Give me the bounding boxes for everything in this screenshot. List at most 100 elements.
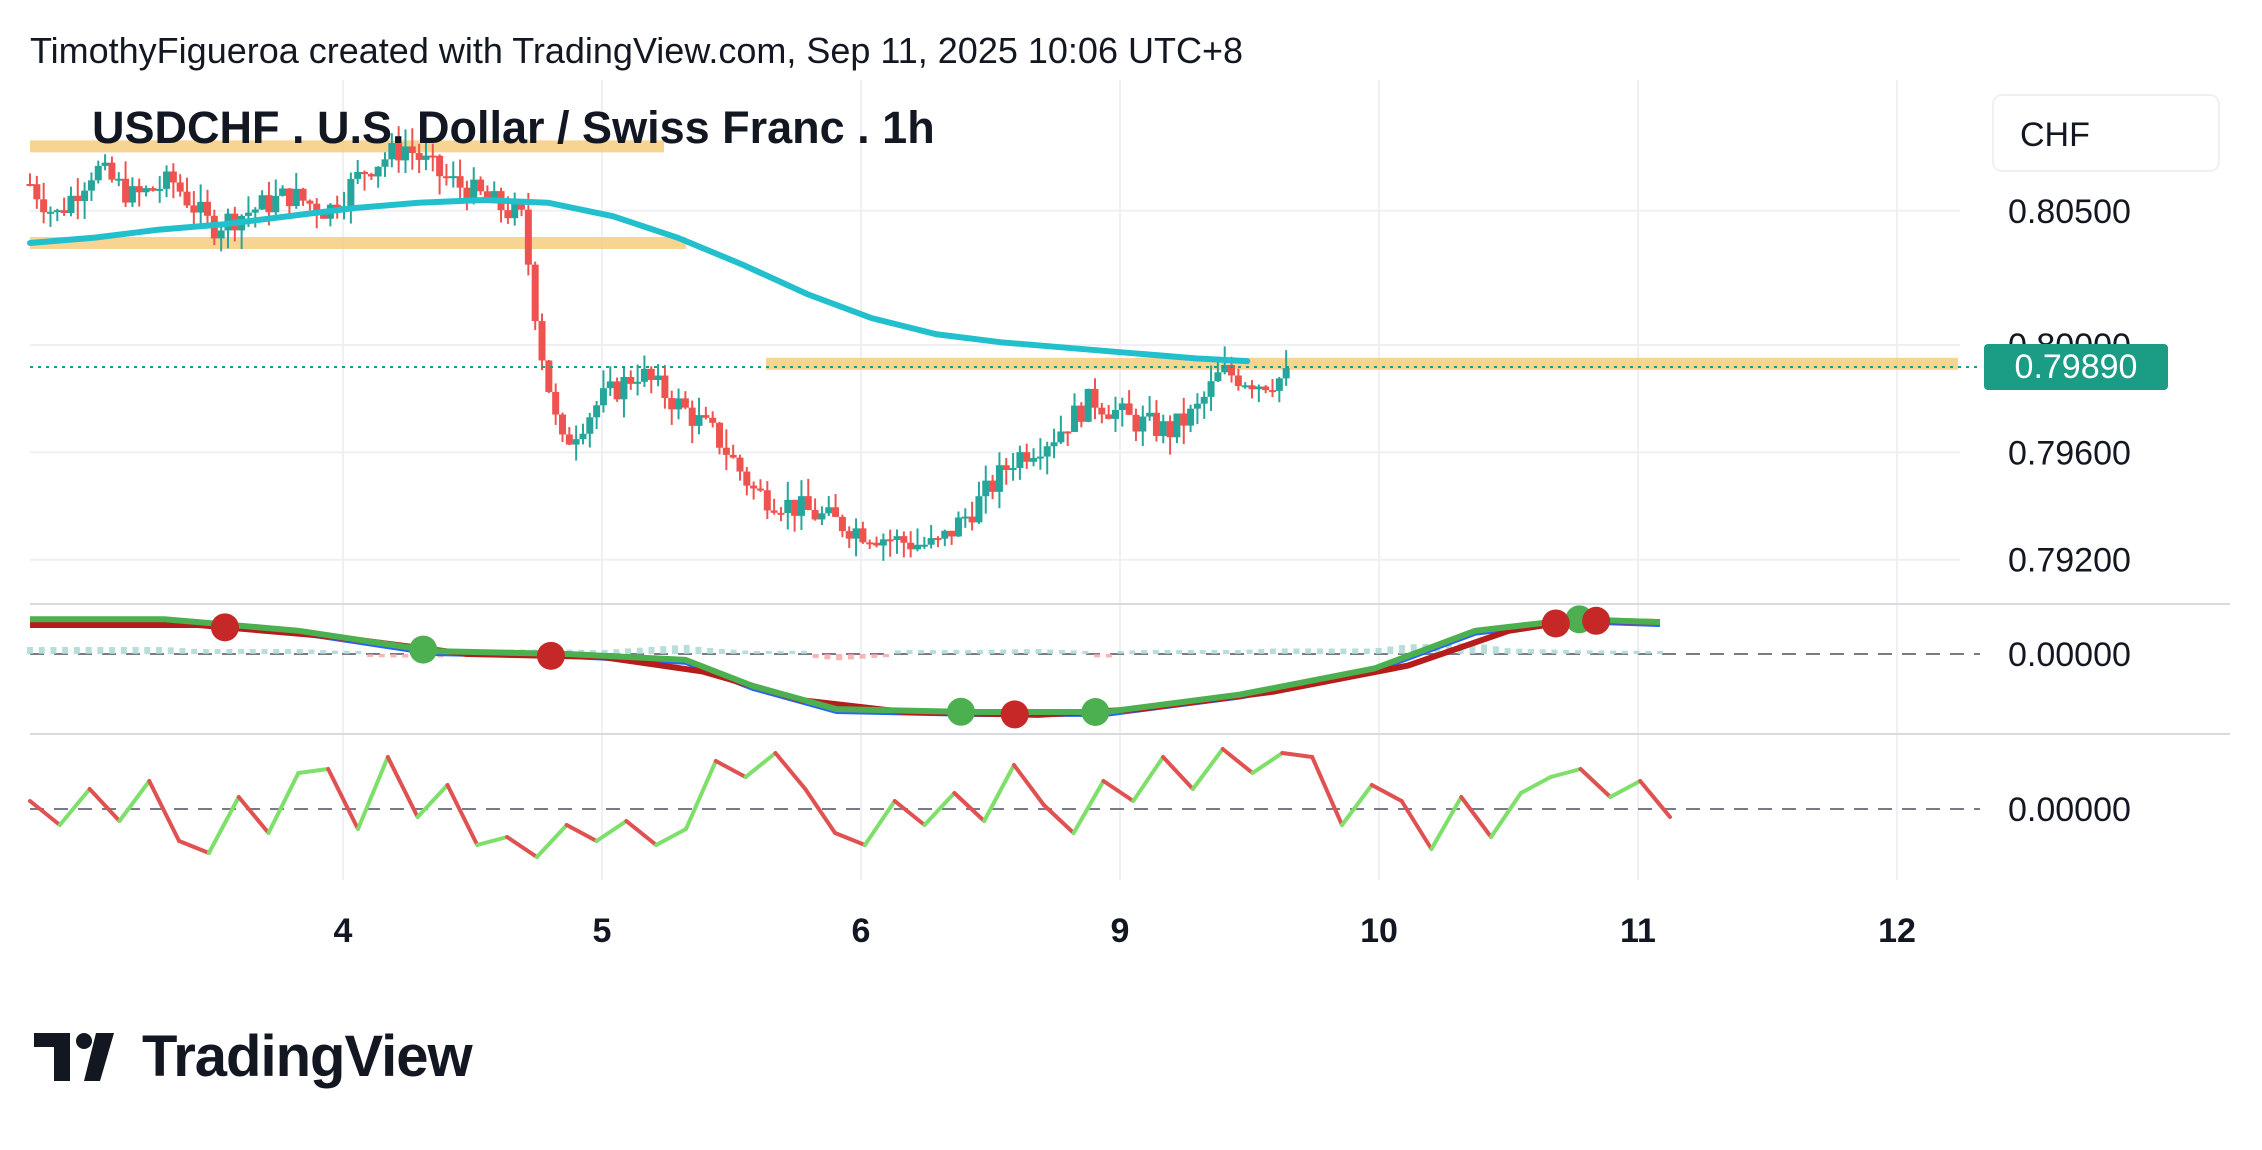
macd-histogram-bar [1363,648,1370,654]
bearish-candle [968,516,976,523]
oscillator-segment [743,751,778,779]
bearish-candle [763,490,771,511]
macd-histogram-bar [1645,650,1652,654]
bearish-candle [565,434,573,445]
bullish-candle [675,398,683,410]
bullish-candle [695,415,703,426]
macd-histogram-bar [1094,654,1101,658]
macd-histogram-bar [296,649,303,654]
oscillator-segment [117,779,152,823]
price-tick-label: 0.79600 [2008,434,2131,472]
macd-histogram-bar [883,654,890,658]
oscillator-segment [1041,803,1076,835]
oscillator-segment [236,795,271,835]
bullish-candle [975,496,983,523]
macd-histogram-bar [1187,650,1194,654]
oscillator-segment [564,823,599,843]
bullish-candle [586,417,594,434]
macd-histogram-bar [836,654,843,661]
macd-histogram-bar [941,650,948,654]
bearish-candle [886,539,894,542]
bullish-candle [101,162,109,166]
macd-histogram-bar [894,650,901,654]
bearish-candle [456,176,464,188]
bullish-candle [640,368,648,382]
bearish-candle [203,201,211,216]
macd-histogram-bar [953,650,960,654]
bullish-candle [1084,388,1092,422]
time-tick-label: 10 [1360,912,1398,950]
bearish-candle [627,377,635,384]
macd-histogram-bar [812,654,819,659]
oscillator-segment [1489,791,1523,839]
macd-histogram-bar [109,647,116,654]
bearish-candle [299,188,307,201]
bullish-candle [272,195,280,213]
oscillator-segment [773,751,808,791]
bullish-candle [1193,403,1201,409]
macd-histogram-bar [1610,650,1617,654]
macd-histogram-bar [1047,649,1054,654]
bullish-candle [1275,378,1283,391]
bearish-candle [552,391,560,415]
currency-selector[interactable]: CHF [1992,94,2220,172]
chart-title[interactable]: USDCHF . U.S. Dollar / Swiss Franc . 1h [92,102,935,153]
tradingview-logo[interactable]: TradingView [34,1023,473,1089]
bearish-candle [504,210,512,219]
bearish-candle [558,414,566,435]
macd-histogram-bar [144,647,151,654]
macd-histogram-bar [648,646,655,654]
bearish-candle [838,516,846,532]
macd-histogram-bar [1598,650,1605,654]
bullish-candle [449,176,457,179]
bearish-candle [791,499,799,516]
macd-signal-line [30,617,1661,718]
price-candles [26,126,1290,561]
bullish-candle [995,465,1003,492]
bearish-candle [1091,388,1099,408]
macd-histogram-bar [155,647,162,654]
macd-histogram-bar [120,647,127,654]
macd-histogram-bar [85,647,92,654]
time-tick-label: 6 [852,912,871,950]
bearish-candle [1132,414,1140,432]
macd-zero-label: 0.00000 [2008,636,2131,674]
macd-histogram-bar [1328,648,1335,654]
macd-histogram-bar [1012,649,1019,654]
bullish-candle [1111,410,1119,419]
macd-histogram-bar [1070,650,1077,654]
bullish-candle [1009,467,1017,470]
bearish-candle [108,162,116,180]
bullish-cross-marker [409,635,438,664]
bullish-candle [244,212,252,216]
oscillator-segment [326,767,360,831]
macd-histogram-bar [308,649,315,654]
bearish-candle [811,509,819,520]
bearish-candle [306,200,314,204]
bearish-candle [436,155,444,177]
tradingview-logo-text: TradingView [142,1023,473,1089]
macd-histogram-bar [320,650,327,654]
bullish-candle [81,190,89,202]
oscillator-segment [952,791,987,823]
macd-histogram-bar [1657,651,1663,654]
macd-histogram-bar [859,654,866,659]
macd-histogram-bar [683,644,690,654]
macd-histogram-bar [1410,644,1417,654]
bearish-candle [907,542,915,550]
bullish-candle [599,388,607,406]
bullish-candle [1173,413,1181,438]
bullish-candle [941,530,949,539]
macd-histogram-bar [976,649,983,654]
bearish-candle [948,530,956,537]
bullish-candle [347,178,355,207]
bearish-candle [722,447,730,455]
macd-histogram-bar [378,654,385,658]
price-tick-label: 0.79200 [2008,542,2131,580]
bearish-candle [688,407,696,426]
bullish-candle [572,439,580,445]
bullish-candle [1057,431,1065,443]
bullish-candle [620,377,628,400]
time-axis[interactable]: 4 5 6 9 10 11 12 [334,912,1916,950]
